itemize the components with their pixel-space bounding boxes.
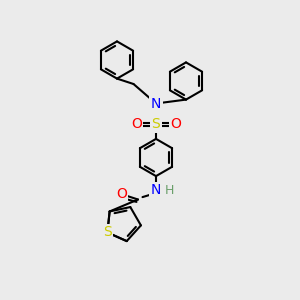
Text: O: O — [131, 118, 142, 131]
Text: N: N — [151, 97, 161, 110]
Text: S: S — [152, 118, 160, 131]
Text: O: O — [116, 187, 127, 200]
Text: O: O — [170, 118, 181, 131]
Text: N: N — [151, 184, 161, 197]
Text: H: H — [165, 184, 174, 197]
Text: S: S — [103, 226, 112, 239]
